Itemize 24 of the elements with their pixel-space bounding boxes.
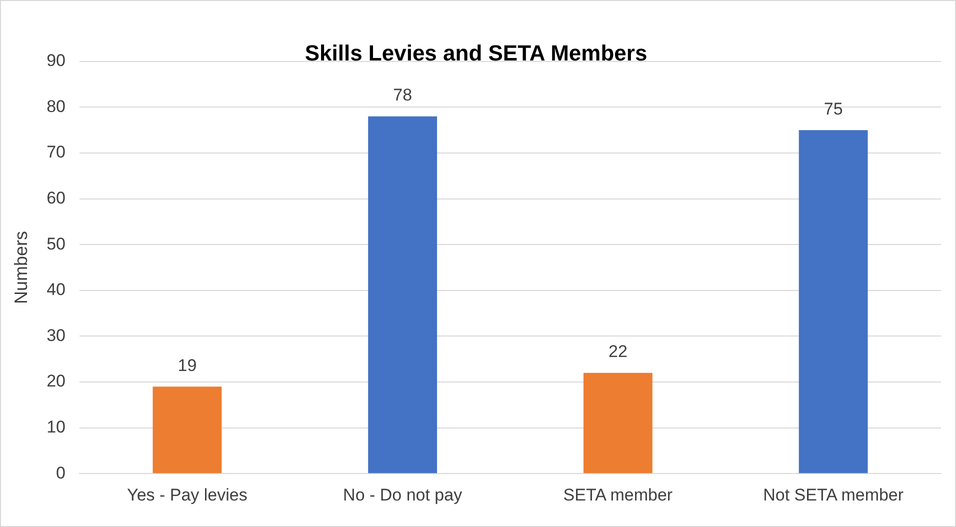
bar [798,130,868,474]
y-tick-label: 60 [46,188,66,208]
bar [152,386,222,474]
data-label: 22 [608,342,628,362]
data-label: 75 [824,99,843,118]
bar [368,116,438,474]
data-label: 78 [393,86,412,105]
bar [583,372,652,474]
x-tick-label: Yes - Pay levies [127,485,248,504]
y-tick-label: 30 [46,326,66,345]
chart-title: Skills Levies and SETA Members [304,40,648,66]
y-tick-label: 90 [46,51,66,70]
y-axis-title: Numbers [10,230,31,304]
y-tick-label: 10 [46,417,66,436]
y-tick-label: 70 [46,142,66,162]
x-tick-label: SETA member [563,485,673,504]
y-tick-label: 80 [46,96,66,116]
y-tick-label: 40 [46,280,66,300]
x-tick-label: Not SETA member [763,485,904,504]
x-tick-label: No - Do not pay [343,485,463,504]
data-label: 19 [178,356,197,375]
y-tick-label: 0 [56,463,66,482]
y-tick-label: 20 [46,372,66,391]
y-tick-label: 50 [46,234,66,254]
